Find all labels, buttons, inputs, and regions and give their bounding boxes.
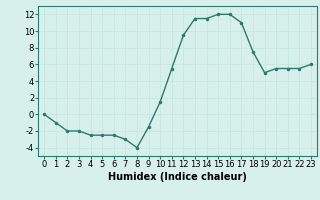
X-axis label: Humidex (Indice chaleur): Humidex (Indice chaleur)	[108, 172, 247, 182]
